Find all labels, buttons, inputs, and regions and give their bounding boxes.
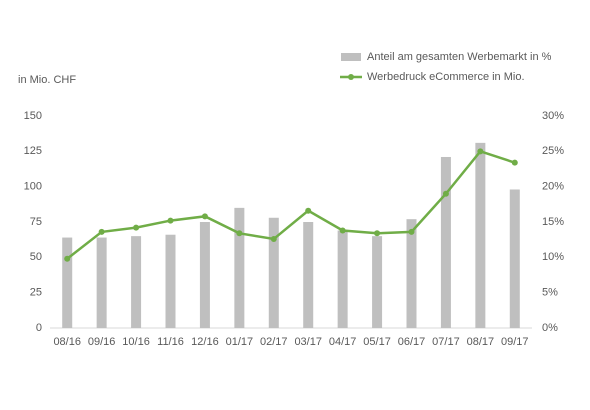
y-axis-label: in Mio. CHF — [18, 74, 76, 86]
bar — [234, 207, 245, 328]
bar — [199, 222, 210, 328]
legend-label: Anteil am gesamten Werbemarkt in % — [367, 51, 552, 63]
bar — [509, 189, 520, 328]
line-point — [374, 230, 381, 237]
y2-tick-label: 5% — [542, 287, 558, 299]
x-tick-label: 06/17 — [398, 336, 426, 348]
y2-tick-label: 10% — [542, 251, 564, 263]
y2-tick-label: 0% — [542, 322, 558, 334]
y2-tick-label: 15% — [542, 216, 564, 228]
x-tick-label: 12/16 — [191, 336, 219, 348]
line-point — [408, 228, 415, 235]
line-point — [477, 148, 484, 155]
y-tick-label: 0 — [36, 322, 42, 334]
x-tick-label: 04/17 — [329, 336, 357, 348]
x-tick-label: 08/16 — [53, 336, 81, 348]
legend-swatch — [341, 53, 361, 61]
y2-tick-label: 25% — [542, 145, 564, 157]
bar — [268, 217, 279, 328]
x-tick-label: 07/17 — [432, 336, 460, 348]
line-point — [98, 228, 105, 235]
bar — [96, 237, 107, 328]
y-tick-label: 25 — [30, 287, 42, 299]
x-tick-label: 05/17 — [363, 336, 391, 348]
x-tick-label: 09/17 — [501, 336, 529, 348]
bar — [440, 156, 451, 328]
legend-swatch — [348, 74, 354, 80]
bar — [475, 142, 486, 328]
line-point — [305, 207, 312, 214]
line-point — [133, 224, 140, 231]
y2-tick-label: 30% — [542, 110, 564, 122]
bar — [62, 237, 73, 328]
line-point — [236, 230, 243, 237]
line-point — [511, 159, 518, 166]
y-tick-label: 50 — [30, 251, 42, 263]
x-tick-label: 03/17 — [294, 336, 322, 348]
line-point — [442, 190, 449, 197]
bar — [131, 236, 142, 328]
bar — [406, 219, 417, 328]
line-point — [64, 255, 71, 262]
line-point — [270, 235, 277, 242]
line — [66, 149, 516, 260]
x-tick-label: 08/17 — [467, 336, 495, 348]
x-tick-label: 09/16 — [88, 336, 116, 348]
legend-label: Werbedruck eCommerce in Mio. — [367, 71, 525, 83]
bar — [372, 236, 383, 328]
bar — [337, 230, 348, 328]
x-tick-label: 10/16 — [122, 336, 150, 348]
y-tick-label: 150 — [24, 110, 42, 122]
x-tick-label: 02/17 — [260, 336, 288, 348]
line-point — [339, 227, 346, 234]
line-point — [167, 217, 174, 224]
bar — [165, 234, 176, 328]
y-tick-label: 75 — [30, 216, 42, 228]
line-point — [201, 213, 208, 220]
bar — [303, 222, 314, 328]
x-tick-label: 11/16 — [157, 336, 184, 348]
y-tick-label: 100 — [24, 181, 42, 193]
y2-tick-label: 20% — [542, 181, 564, 193]
x-tick-label: 01/17 — [226, 336, 254, 348]
y-tick-label: 125 — [24, 145, 42, 157]
